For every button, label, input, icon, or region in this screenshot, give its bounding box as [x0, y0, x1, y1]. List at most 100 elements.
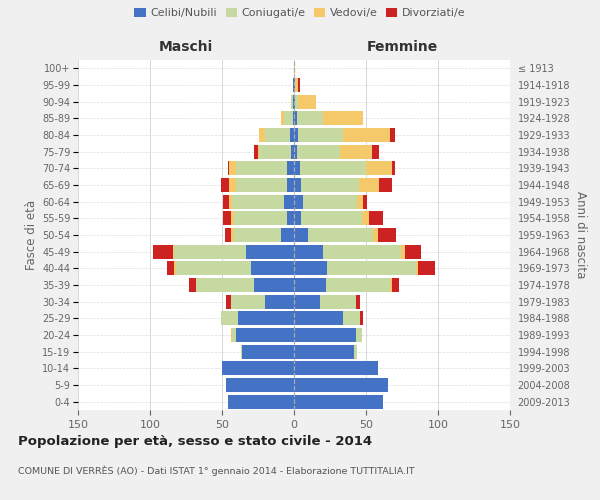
Bar [343, 128, 391, 142]
Bar [294, 244, 323, 259]
Bar [284, 112, 293, 126]
Bar [295, 94, 298, 109]
Bar [294, 278, 326, 292]
Bar [294, 211, 301, 226]
Bar [326, 278, 391, 292]
Bar [405, 244, 421, 259]
Bar [230, 294, 265, 308]
Y-axis label: Anni di nascita: Anni di nascita [574, 192, 587, 278]
Bar [294, 294, 320, 308]
Bar [236, 328, 294, 342]
Bar [294, 78, 295, 92]
Bar [295, 78, 298, 92]
Bar [228, 394, 294, 409]
Bar [229, 178, 236, 192]
Bar [372, 144, 379, 159]
Bar [229, 162, 236, 175]
Bar [298, 78, 300, 92]
Bar [340, 144, 372, 159]
Bar [294, 178, 301, 192]
Bar [290, 128, 294, 142]
Bar [294, 311, 343, 326]
Bar [236, 178, 287, 192]
Bar [153, 244, 173, 259]
Bar [291, 144, 294, 159]
Bar [294, 128, 298, 142]
Bar [355, 344, 358, 359]
Bar [323, 112, 363, 126]
Bar [294, 228, 308, 242]
Bar [298, 128, 343, 142]
Bar [366, 162, 392, 175]
Bar [293, 94, 294, 109]
Bar [281, 112, 284, 126]
Bar [294, 378, 388, 392]
Bar [223, 211, 230, 226]
Bar [281, 228, 294, 242]
Bar [294, 394, 383, 409]
Bar [175, 261, 176, 276]
Bar [359, 178, 379, 192]
Bar [265, 294, 294, 308]
Bar [323, 244, 401, 259]
Bar [226, 294, 230, 308]
Bar [360, 311, 363, 326]
Bar [254, 278, 294, 292]
Bar [362, 211, 369, 226]
Bar [287, 178, 294, 192]
Bar [238, 311, 294, 326]
Bar [377, 228, 396, 242]
Bar [392, 162, 395, 175]
Bar [302, 194, 358, 209]
Bar [265, 128, 290, 142]
Bar [284, 194, 294, 209]
Bar [226, 378, 294, 392]
Bar [221, 311, 238, 326]
Bar [196, 278, 254, 292]
Bar [401, 244, 405, 259]
Bar [308, 228, 373, 242]
Bar [241, 344, 242, 359]
Bar [356, 294, 360, 308]
Bar [287, 211, 294, 226]
Bar [254, 144, 258, 159]
Bar [294, 144, 297, 159]
Bar [176, 261, 251, 276]
Bar [320, 294, 356, 308]
Y-axis label: Fasce di età: Fasce di età [25, 200, 38, 270]
Bar [233, 211, 287, 226]
Bar [175, 244, 247, 259]
Bar [297, 112, 323, 126]
Bar [232, 194, 284, 209]
Bar [167, 261, 175, 276]
Bar [301, 211, 362, 226]
Bar [189, 278, 196, 292]
Bar [222, 361, 294, 376]
Bar [294, 344, 355, 359]
Bar [391, 128, 395, 142]
Bar [298, 94, 316, 109]
Bar [327, 261, 416, 276]
Bar [363, 194, 367, 209]
Bar [258, 144, 259, 159]
Bar [294, 328, 356, 342]
Bar [391, 278, 392, 292]
Text: Maschi: Maschi [159, 40, 213, 54]
Bar [358, 194, 363, 209]
Bar [418, 261, 435, 276]
Bar [294, 62, 295, 76]
Bar [416, 261, 418, 276]
Bar [223, 194, 229, 209]
Text: Femmine: Femmine [367, 40, 437, 54]
Bar [236, 162, 287, 175]
Bar [233, 228, 281, 242]
Bar [232, 328, 236, 342]
Legend: Celibi/Nubili, Coniugati/e, Vedovi/e, Divorziati/e: Celibi/Nubili, Coniugati/e, Vedovi/e, Di… [132, 6, 468, 20]
Bar [287, 162, 294, 175]
Bar [294, 94, 295, 109]
Bar [291, 94, 293, 109]
Bar [343, 311, 360, 326]
Bar [230, 228, 233, 242]
Bar [301, 178, 359, 192]
Bar [294, 162, 300, 175]
